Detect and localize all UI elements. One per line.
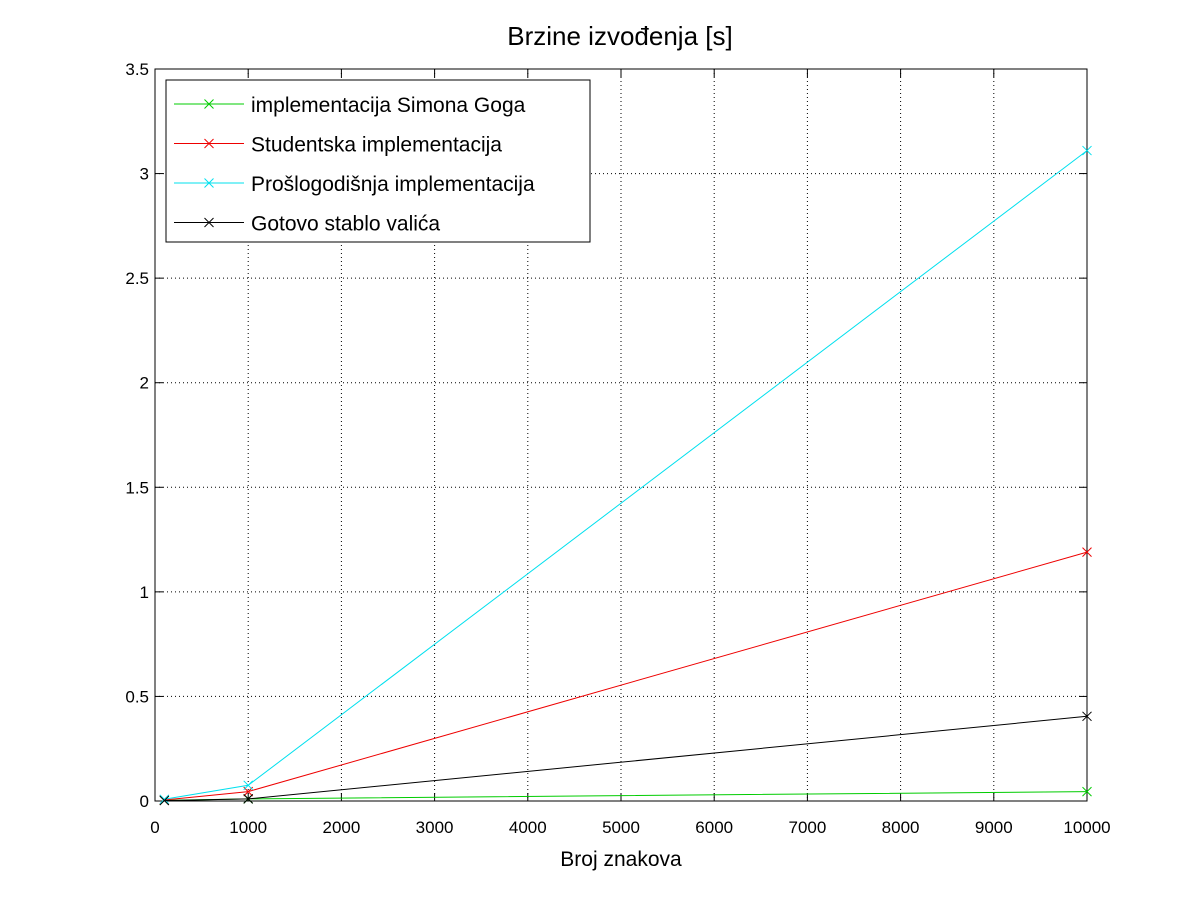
data-point	[1082, 786, 1092, 797]
marker-stroke	[204, 217, 214, 228]
y-tick-label: 2.5	[125, 269, 149, 288]
grid-lines	[155, 69, 1087, 801]
x-tick-label: 8000	[882, 818, 920, 837]
x-axis-label: Broj znakova	[560, 848, 682, 871]
legend-item-3: Prošlogodišnja implementacija	[174, 173, 535, 196]
marker-stroke	[204, 99, 214, 109]
y-tick-label: 0	[140, 792, 149, 811]
marker-stroke	[1082, 786, 1092, 797]
legend-marker	[204, 217, 214, 228]
marker-stroke	[159, 795, 170, 806]
chart-title: Brzine izvođenja [s]	[507, 21, 732, 51]
legend-item-2: Studentska implementacija	[174, 134, 502, 157]
y-tick-label: 0.5	[125, 687, 149, 706]
x-tick-label: 3000	[416, 818, 454, 837]
series-3	[159, 145, 1092, 805]
legend-marker	[204, 178, 214, 188]
data-point	[1082, 711, 1092, 722]
x-tick-labels: 0 1000 2000 3000 4000 5000 6000 7000 8000 9000 100…	[150, 818, 1110, 837]
data-point	[159, 794, 170, 805]
data-point	[1082, 547, 1092, 557]
x-tick-label: 1000	[229, 818, 267, 837]
marker-stroke	[204, 178, 214, 188]
x-tick-label: 0	[150, 818, 159, 837]
legend-marker	[204, 138, 214, 149]
y-tick-label: 1	[140, 583, 149, 602]
data-point	[159, 795, 170, 806]
y-tick-label: 2	[140, 374, 149, 393]
legend-marker	[204, 99, 214, 109]
marker-stroke	[1082, 711, 1092, 722]
x-tick-label: 10000	[1063, 818, 1110, 837]
data-point	[243, 794, 254, 804]
legend-label: implementacija Simona Goga	[251, 94, 526, 117]
data-point	[1082, 145, 1092, 156]
legend-box	[165, 79, 591, 243]
marker-stroke	[159, 794, 170, 805]
y-tick-label: 3.5	[125, 60, 149, 79]
marker-stroke	[243, 794, 254, 804]
series-4	[159, 711, 1092, 806]
marker-stroke	[204, 138, 214, 149]
y-tick-label: 1.5	[125, 478, 149, 497]
x-tick-label: 9000	[975, 818, 1013, 837]
x-tick-label: 7000	[788, 818, 826, 837]
y-tick-labels: 0 0.5 1 1.5 2 2.5 3 3.5	[125, 60, 149, 811]
x-tick-label: 2000	[322, 818, 360, 837]
x-tick-label: 4000	[509, 818, 547, 837]
legend-label: Gotovo stablo valića	[251, 213, 440, 236]
marker-stroke	[1082, 145, 1092, 156]
legend: implementacija Simona Goga Studentska imp…	[165, 79, 591, 243]
x-tick-label: 6000	[695, 818, 733, 837]
marker-stroke	[243, 780, 254, 791]
y-tick-label: 3	[140, 165, 149, 184]
legend-label: Prošlogodišnja implementacija	[251, 173, 535, 196]
axis-ticks	[154, 68, 1088, 802]
legend-label: Studentska implementacija	[251, 134, 502, 157]
marker-stroke	[1082, 547, 1092, 557]
data-point	[243, 780, 254, 791]
legend-item-1: implementacija Simona Goga	[174, 94, 526, 117]
legend-item-4: Gotovo stablo valića	[174, 213, 440, 236]
series-lines	[159, 145, 1092, 806]
x-tick-label: 5000	[602, 818, 640, 837]
